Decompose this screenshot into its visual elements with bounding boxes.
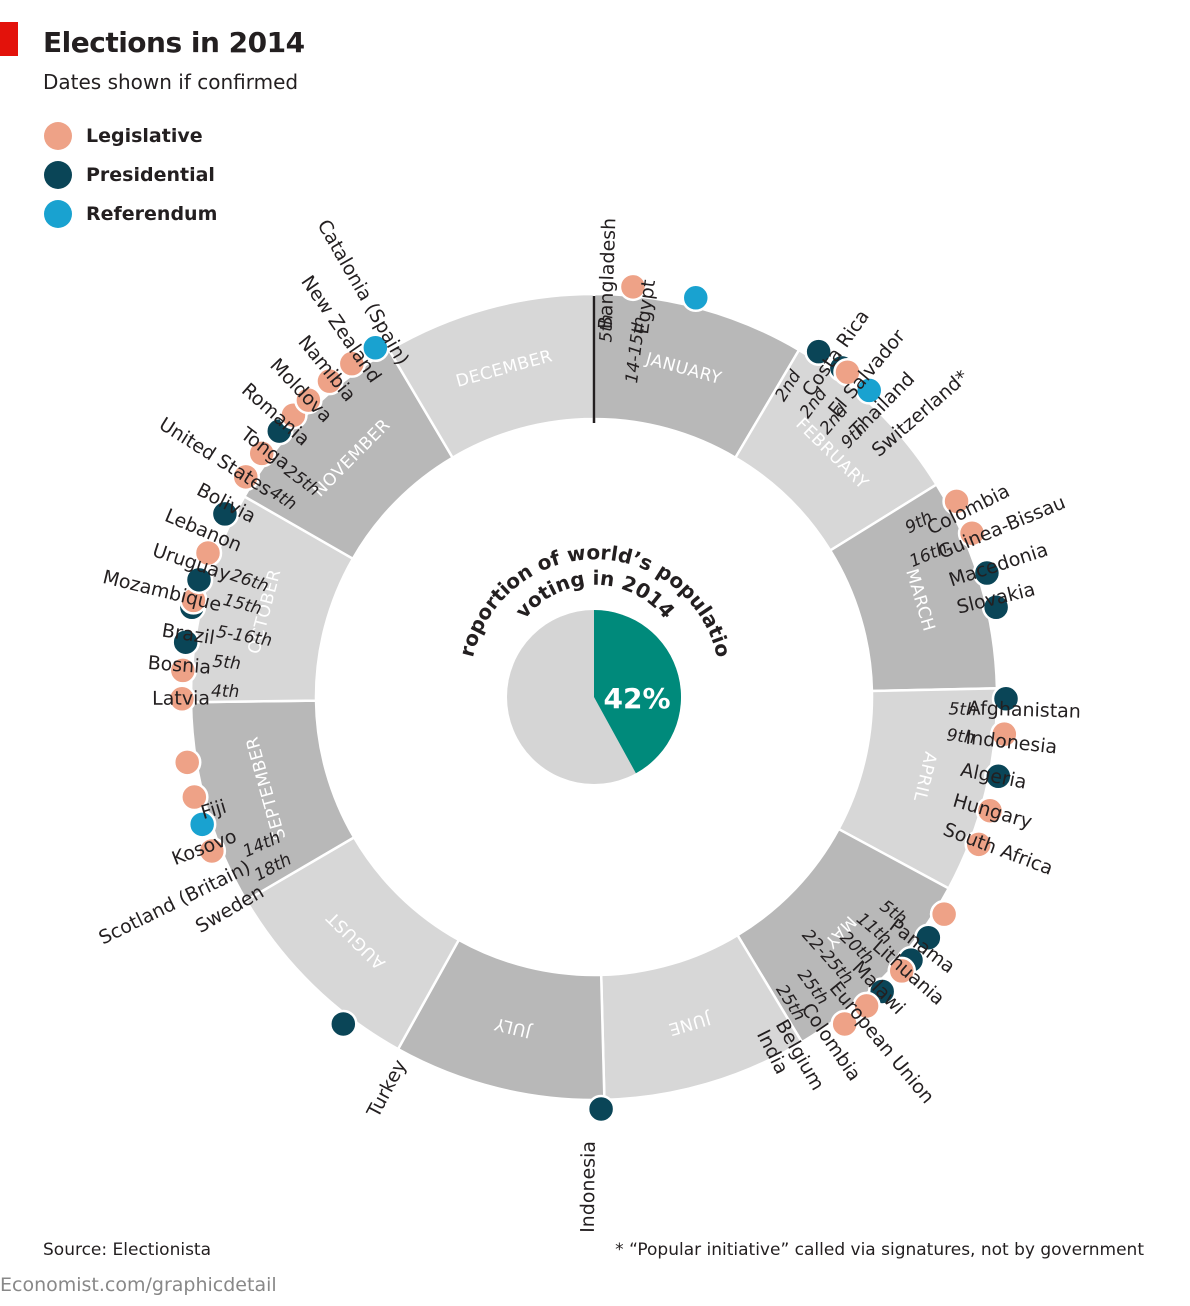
- election-dot-legislative: [294, 385, 323, 415]
- election-dot-presidential: [804, 337, 833, 366]
- election-dot-legislative: [833, 357, 862, 387]
- election-dot-presidential: [981, 593, 1011, 622]
- chart-title: Elections in 2014: [43, 26, 305, 59]
- date-label: 5th: [596, 314, 617, 343]
- source-note: Source: Electionista: [43, 1240, 212, 1260]
- election-dot-presidential: [210, 499, 240, 529]
- election-dot-referendum: [187, 810, 217, 839]
- election-dot-legislative: [197, 836, 227, 866]
- legend-label: Referendum: [86, 203, 218, 225]
- site-link[interactable]: Economist.com/graphicdetail: [0, 1274, 277, 1296]
- country-label: Latvia: [152, 688, 210, 710]
- election-dot-presidential: [972, 558, 1002, 588]
- election-dot-legislative: [193, 538, 223, 568]
- date-label: 5th: [212, 652, 242, 675]
- election-dot-legislative: [247, 439, 276, 468]
- election-dot-presidential: [171, 627, 200, 657]
- legend-label: Legislative: [86, 125, 203, 147]
- election-dot-referendum: [854, 376, 884, 405]
- legend-item-referendum: Referendum: [44, 200, 217, 228]
- presidential-dot-icon: [44, 161, 72, 189]
- election-dot-presidential: [991, 684, 1021, 714]
- referendum-dot-icon: [44, 200, 72, 228]
- month-segment-december: [387, 292, 596, 460]
- pie-slice-share: [594, 610, 681, 774]
- election-dot-legislative: [852, 991, 881, 1021]
- month-ring: [189, 292, 999, 1102]
- election-dot-legislative: [180, 782, 209, 812]
- election-dot-legislative: [231, 462, 261, 492]
- election-dot-presidential: [586, 1094, 616, 1124]
- date-label: 5th: [948, 699, 977, 720]
- country-label: Bangladesh: [595, 217, 621, 329]
- date-label: 4th: [211, 682, 240, 702]
- date-label: 9th: [946, 725, 976, 748]
- election-dot-legislative: [315, 366, 344, 396]
- election-dot-legislative: [168, 656, 198, 685]
- election-dot-presidential: [329, 1009, 358, 1039]
- footnote: * “Popular initiative” called via signat…: [615, 1240, 1144, 1260]
- pie-share-label: 42%: [603, 682, 670, 715]
- election-dot-legislative: [957, 518, 987, 548]
- red-accent-bar: [0, 22, 18, 56]
- election-dot-legislative: [964, 830, 993, 859]
- chart-subtitle: Dates shown if confirmed: [43, 70, 299, 94]
- election-dot-legislative: [172, 748, 202, 777]
- election-dot-referendum: [361, 333, 390, 363]
- election-dot-legislative: [830, 1009, 859, 1039]
- election-dot-legislative: [887, 956, 916, 986]
- election-dot-legislative: [990, 719, 1019, 749]
- election-dot-presidential: [184, 565, 214, 595]
- legend-label: Presidential: [86, 164, 215, 186]
- election-dot-referendum: [681, 283, 711, 313]
- center-pie: [507, 610, 681, 784]
- election-dots: [167, 272, 1021, 1124]
- election-dot-presidential: [984, 762, 1013, 791]
- election-dot-legislative: [337, 349, 367, 378]
- legislative-dot-icon: [44, 122, 72, 150]
- election-dot-presidential: [914, 923, 943, 952]
- election-dot-legislative: [942, 487, 971, 516]
- election-dot-legislative: [618, 272, 648, 302]
- legend-item-legislative: Legislative: [44, 122, 203, 150]
- country-label: Bosnia: [147, 652, 212, 679]
- legend-item-presidential: Presidential: [44, 161, 215, 189]
- country-label: Turkey: [362, 1056, 411, 1122]
- election-dot-legislative: [975, 796, 1005, 825]
- election-dot-legislative: [929, 899, 959, 929]
- country-label: Indonesia: [577, 1141, 600, 1233]
- country-label: Afghanistan: [967, 697, 1081, 723]
- election-dot-legislative: [167, 684, 197, 714]
